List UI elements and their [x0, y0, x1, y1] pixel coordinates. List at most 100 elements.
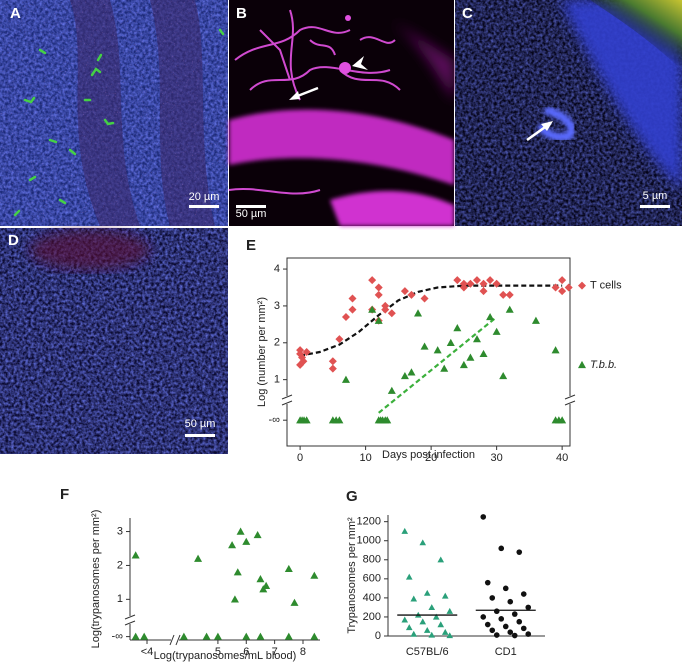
axis-break: [564, 394, 576, 400]
scale-bar-label: 50 µm: [236, 208, 267, 220]
point: [419, 618, 427, 625]
point: [441, 628, 449, 635]
point: [348, 294, 357, 303]
y-tick-label: 1000: [357, 535, 381, 547]
point: [489, 627, 496, 634]
y-tick-label: 2: [274, 337, 280, 349]
panel-label: E: [246, 237, 256, 254]
axis-break: [281, 394, 293, 400]
point: [194, 554, 203, 562]
fit-line: [299, 284, 563, 357]
point: [290, 598, 299, 606]
point: [368, 276, 377, 285]
point: [387, 309, 396, 318]
point: [420, 342, 429, 350]
point: [387, 386, 396, 394]
axis-break-gap: [565, 396, 575, 404]
point: [502, 623, 509, 630]
point: [484, 621, 491, 628]
point: [499, 290, 508, 299]
axis-break: [169, 634, 175, 646]
point: [492, 279, 501, 288]
point: [507, 598, 514, 605]
point: [407, 290, 416, 299]
axis-break-gap: [125, 616, 135, 624]
y-tick-label: 1: [274, 374, 280, 386]
y-tick-label: 1: [117, 593, 123, 605]
panel-label: A: [10, 5, 21, 22]
point: [423, 626, 431, 633]
x-tick-label: 5: [215, 646, 221, 658]
scale-bar-label: 50 µm: [185, 418, 216, 430]
y-tick-label: 3: [274, 300, 280, 312]
point: [335, 335, 344, 344]
point: [310, 632, 319, 640]
point: [296, 360, 305, 369]
axis-break: [124, 620, 136, 626]
point: [256, 632, 265, 640]
y-tick-label: 2: [117, 559, 123, 571]
point: [480, 514, 487, 520]
y-axis-label: Log (number per mm²): [256, 297, 268, 407]
point: [486, 312, 495, 321]
point: [236, 527, 245, 535]
point: [551, 346, 560, 354]
point: [374, 316, 383, 324]
point: [479, 279, 488, 288]
point: [428, 604, 436, 611]
point: [520, 591, 527, 597]
y-axis-label: Trypanosomes per mm²: [346, 517, 358, 634]
point: [499, 371, 508, 380]
x-tick-label: 6: [243, 646, 249, 658]
point: [493, 608, 500, 615]
point: [341, 312, 350, 321]
point: [410, 630, 418, 637]
point: [256, 575, 265, 583]
point: [284, 564, 293, 573]
point: [493, 632, 500, 638]
point: [202, 632, 211, 640]
point: [335, 416, 344, 424]
point: [466, 353, 475, 361]
image-a: [0, 0, 228, 226]
point: [414, 309, 423, 317]
point: [472, 335, 481, 343]
point: [242, 537, 251, 545]
point: [558, 416, 567, 424]
scale-bar-label: 20 µm: [189, 191, 220, 203]
panel-label: F: [60, 486, 69, 503]
point: [253, 530, 262, 539]
y-axis-label: Log(trypanosomes per mm²): [90, 510, 102, 649]
point: [230, 595, 239, 603]
point: [302, 348, 311, 356]
panel-label: B: [236, 5, 247, 22]
point: [368, 305, 377, 313]
point: [374, 290, 383, 299]
y-tick-label: 200: [363, 611, 381, 623]
axis-break: [564, 400, 576, 406]
point: [140, 632, 149, 640]
point: [516, 549, 523, 555]
point: [551, 283, 560, 292]
point: [511, 632, 518, 639]
point: [502, 585, 509, 592]
point: [453, 324, 462, 332]
point: [440, 364, 449, 372]
y-tick-label: 1200: [357, 516, 381, 528]
point: [242, 632, 251, 640]
point: [233, 568, 242, 576]
point: [525, 631, 532, 637]
point: [383, 416, 392, 424]
point: [558, 287, 567, 296]
point: [310, 571, 319, 579]
point: [328, 357, 337, 366]
point: [479, 287, 488, 296]
axis-break-gap: [171, 635, 179, 645]
legend-marker: [578, 281, 586, 290]
point: [348, 305, 357, 314]
point: [505, 290, 514, 299]
point: [284, 632, 293, 640]
point: [179, 632, 188, 640]
point: [433, 346, 442, 354]
